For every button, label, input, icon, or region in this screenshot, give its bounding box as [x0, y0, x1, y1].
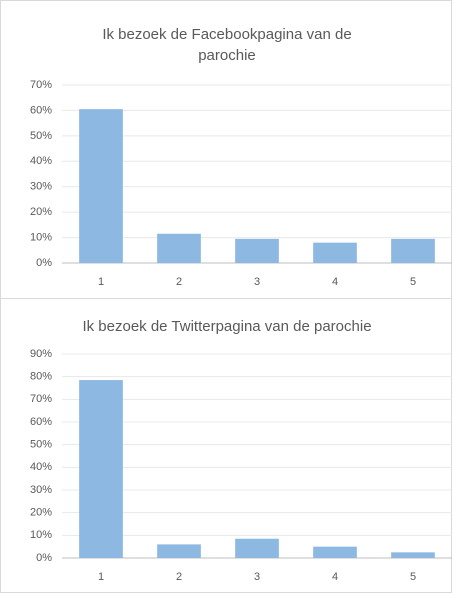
x-tick-label: 5 — [410, 276, 416, 288]
y-tick-label: 0% — [36, 552, 52, 564]
y-tick-label: 80% — [30, 371, 52, 383]
bar — [157, 233, 201, 263]
y-tick-label: 50% — [30, 130, 52, 142]
y-tick-label: 70% — [30, 79, 52, 91]
y-tick-label: 30% — [30, 181, 52, 193]
y-tick-label: 40% — [30, 461, 52, 473]
y-tick-label: 90% — [30, 348, 52, 360]
y-tick-label: 60% — [30, 104, 52, 116]
bar — [79, 109, 123, 264]
bar — [235, 238, 279, 263]
bar — [391, 552, 435, 558]
bar — [313, 242, 357, 263]
bar — [391, 238, 435, 263]
x-tick-label: 2 — [176, 276, 182, 288]
chart-title: Ik bezoek de Facebookpagina van de paroc… — [102, 26, 352, 64]
x-tick-label: 5 — [410, 571, 416, 583]
x-tick-label: 4 — [332, 276, 338, 288]
bar — [79, 380, 123, 558]
y-tick-label: 30% — [30, 484, 52, 496]
bar — [313, 546, 357, 558]
bar — [235, 538, 279, 558]
chart: 0% 10% 20% 30% 40% 50% 60% 70% 1 2 3 4 5 — [30, 79, 452, 288]
y-tick-label: 20% — [30, 206, 52, 218]
x-tick-label: 1 — [98, 276, 104, 288]
y-tick-label: 70% — [30, 393, 52, 405]
chart: 0% 10% 20% 30% 40% 50% 60% 70% 80% 90% 1 2 3 4 5 — [30, 348, 452, 583]
y-tick-label: 40% — [30, 155, 52, 167]
y-tick-label: 60% — [30, 416, 52, 428]
x-tick-label: 2 — [176, 571, 182, 583]
y-tick-label: 20% — [30, 507, 52, 519]
x-tick-label: 3 — [254, 276, 260, 288]
y-tick-label: 10% — [30, 529, 52, 541]
x-tick-label: 1 — [98, 571, 104, 583]
y-tick-label: 50% — [30, 439, 52, 451]
x-tick-label: 3 — [254, 571, 260, 583]
y-tick-label: 0% — [36, 257, 52, 269]
bar — [157, 544, 201, 558]
chart-title: Ik bezoek de Twitterpagina van de paroch… — [82, 318, 372, 335]
y-tick-label: 10% — [30, 231, 52, 243]
x-tick-label: 4 — [332, 571, 338, 583]
